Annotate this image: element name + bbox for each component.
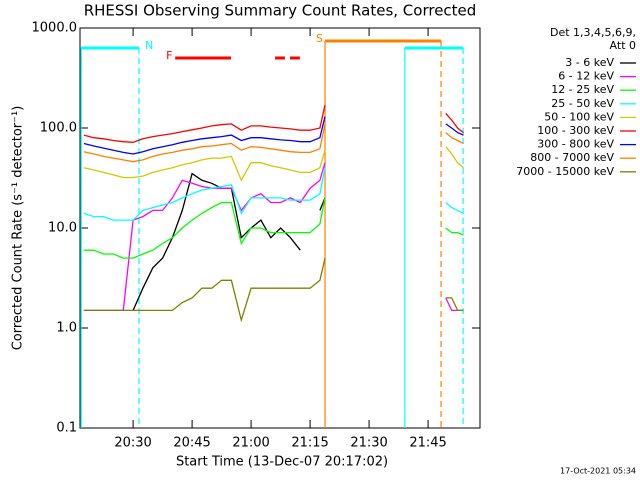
- interval-label: S: [316, 32, 323, 45]
- y-tick-label: 0.1: [56, 421, 77, 436]
- series-line: [83, 116, 464, 155]
- x-tick-label: 21:00: [232, 436, 269, 451]
- legend-header: Det 1,3,4,5,6,9,: [550, 26, 636, 39]
- interval-label: F: [166, 49, 172, 62]
- x-tick-label: 21:15: [291, 436, 328, 451]
- chart-title: RHESSI Observing Summary Count Rates, Co…: [84, 2, 477, 20]
- legend-label: 3 - 6 keV: [565, 56, 614, 69]
- series-line: [83, 167, 464, 221]
- y-tick-label: 1.0: [56, 321, 77, 336]
- y-tick-label: 1000.0: [32, 21, 78, 36]
- legend-label: 7000 - 15000 keV: [516, 165, 614, 178]
- x-tick-label: 20:30: [114, 436, 151, 451]
- legend-label: 300 - 800 keV: [537, 138, 614, 151]
- footer: 17-Oct-2021 05:34: [560, 467, 636, 476]
- series-line: [83, 146, 464, 182]
- x-axis-label: Start Time (13-Dec-07 20:17:02): [176, 455, 388, 470]
- legend-label: 6 - 12 keV: [558, 70, 614, 83]
- legend-label: 12 - 25 keV: [551, 83, 614, 96]
- series-line: [83, 104, 464, 143]
- legend-label: 50 - 100 keV: [544, 110, 614, 123]
- legend-label: 100 - 300 keV: [537, 124, 614, 137]
- y-tick-label: 100.0: [40, 121, 77, 136]
- series-line: [83, 257, 464, 323]
- x-tick-label: 21:30: [350, 436, 387, 451]
- x-tick-label: 21:45: [409, 436, 446, 451]
- legend-label: 25 - 50 keV: [551, 97, 614, 110]
- series-line: [83, 123, 464, 163]
- y-tick-label: 10.0: [48, 221, 77, 236]
- interval-label: N: [145, 39, 153, 52]
- x-tick-label: 20:45: [173, 436, 210, 451]
- series-line: [83, 197, 464, 259]
- legend-label: 800 - 7000 keV: [530, 151, 614, 164]
- legend-header: Att 0: [610, 39, 636, 52]
- y-axis-label: Corrected Count Rate (s⁻¹ detector⁻¹): [11, 106, 26, 351]
